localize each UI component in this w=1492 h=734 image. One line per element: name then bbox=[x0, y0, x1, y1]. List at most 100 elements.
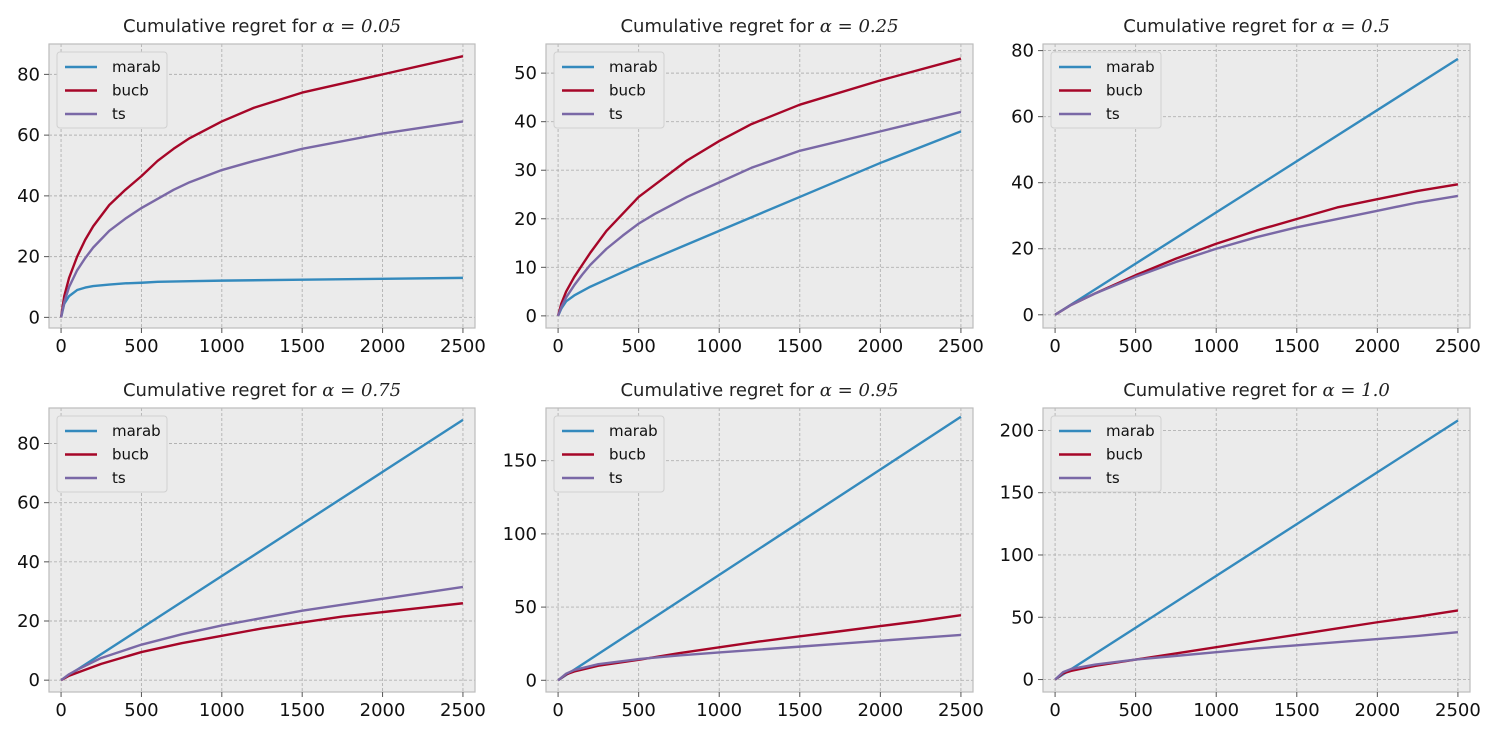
subplot-2: 0 500 1000 1500 2000 2500 0 10 20 30 40 50 Cumulativ… bbox=[514, 16, 984, 357]
x-tick-label: 2500 bbox=[440, 700, 486, 721]
y-tick-label: 60 bbox=[17, 125, 40, 146]
series-line-bucb bbox=[59, 54, 464, 318]
series-line-bucb bbox=[1054, 609, 1459, 681]
legend-box bbox=[553, 51, 665, 129]
x-tick-label: 1500 bbox=[279, 336, 325, 357]
x-tick-label: 1500 bbox=[1274, 700, 1320, 721]
x-tick-label: 2500 bbox=[938, 700, 984, 721]
series-line-ts bbox=[1054, 631, 1459, 681]
x-tick-label: 1500 bbox=[1274, 336, 1320, 357]
y-tick-label: 40 bbox=[17, 186, 40, 207]
legend-box bbox=[1050, 51, 1162, 129]
y-tick-label: 80 bbox=[17, 64, 40, 85]
x-tick-label: 0 bbox=[552, 700, 563, 721]
axes-frame bbox=[1042, 43, 1471, 329]
series-line-marab bbox=[556, 130, 962, 317]
x-tick-label: 1000 bbox=[1193, 336, 1239, 357]
series-line-ts bbox=[556, 110, 962, 317]
x-tick-label: 0 bbox=[1049, 700, 1060, 721]
subplot-title-text: Cumulative regret for bbox=[620, 380, 819, 401]
y-tick-label: 80 bbox=[1011, 41, 1034, 62]
legend: marab bucb ts bbox=[56, 51, 168, 129]
x-tick-label: 0 bbox=[552, 336, 563, 357]
y-tick-label: 40 bbox=[17, 552, 40, 573]
x-tick-label: 500 bbox=[621, 700, 655, 721]
legend-label-bucb: bucb bbox=[609, 446, 646, 464]
series-line-ts bbox=[1054, 194, 1459, 316]
y-tick-label: 0 bbox=[526, 670, 537, 691]
series-line-marab bbox=[1054, 419, 1459, 681]
subplot-1: 0 500 1000 1500 2000 2500 0 20 40 60 80 Cumulative … bbox=[17, 16, 486, 357]
subplot-title: Cumulative regret for α = 0.25 bbox=[620, 16, 898, 37]
axes-frame bbox=[545, 407, 974, 693]
x-tick-label: 1000 bbox=[1193, 700, 1239, 721]
series-line-ts bbox=[557, 633, 962, 682]
y-tick-label: 50 bbox=[1011, 607, 1034, 628]
x-tick-label: 1000 bbox=[696, 700, 742, 721]
series-line-ts bbox=[59, 120, 464, 318]
legend-label-bucb: bucb bbox=[1106, 82, 1143, 100]
y-tick-label: 0 bbox=[526, 306, 537, 327]
x-tick-label: 1000 bbox=[199, 700, 245, 721]
y-tick-label: 10 bbox=[514, 257, 537, 278]
legend-box bbox=[56, 415, 168, 493]
legend-label-marab: marab bbox=[1106, 58, 1155, 76]
x-tick-label: 0 bbox=[55, 336, 66, 357]
subplot-title-math: α = 0.75 bbox=[322, 380, 401, 401]
subplot-title-math: α = 1.0 bbox=[1322, 380, 1389, 401]
legend-label-marab: marab bbox=[609, 422, 658, 440]
subplot-title-text: Cumulative regret for bbox=[620, 16, 819, 37]
y-tick-label: 0 bbox=[29, 670, 40, 691]
x-tick-label: 1000 bbox=[199, 336, 245, 357]
subplot-title: Cumulative regret for α = 1.0 bbox=[1123, 380, 1390, 401]
legend: marab bucb ts bbox=[553, 415, 665, 493]
y-tick-label: 150 bbox=[1000, 483, 1034, 504]
y-tick-label: 20 bbox=[17, 611, 40, 632]
subplot-title: Cumulative regret for α = 0.95 bbox=[620, 380, 898, 401]
x-tick-label: 500 bbox=[1118, 336, 1152, 357]
x-tick-label: 2500 bbox=[1435, 700, 1481, 721]
subplot-title: Cumulative regret for α = 0.5 bbox=[1123, 16, 1390, 37]
y-tick-label: 50 bbox=[514, 63, 537, 84]
x-tick-label: 2000 bbox=[1354, 336, 1400, 357]
legend-box bbox=[553, 415, 665, 493]
legend-label-ts: ts bbox=[609, 469, 623, 487]
y-tick-label: 80 bbox=[17, 434, 40, 455]
subplot-title-math: α = 0.05 bbox=[322, 16, 401, 37]
subplot-title-math: α = 0.5 bbox=[1322, 16, 1389, 37]
y-tick-label: 200 bbox=[1000, 420, 1034, 441]
series-line-bucb bbox=[556, 57, 962, 317]
subplot-title-text: Cumulative regret for bbox=[123, 380, 322, 401]
x-tick-label: 2000 bbox=[1354, 700, 1400, 721]
x-tick-label: 2500 bbox=[938, 336, 984, 357]
legend-label-ts: ts bbox=[112, 469, 126, 487]
subplot-title-text: Cumulative regret for bbox=[1123, 16, 1322, 37]
x-tick-label: 500 bbox=[621, 336, 655, 357]
x-tick-label: 500 bbox=[124, 700, 158, 721]
x-tick-label: 0 bbox=[1049, 336, 1060, 357]
legend: marab bucb ts bbox=[56, 415, 168, 493]
series-line-bucb bbox=[60, 602, 464, 682]
x-tick-label: 2500 bbox=[1435, 336, 1481, 357]
axes-frame bbox=[48, 407, 476, 693]
subplot-5: 0 500 1000 1500 2000 2500 0 50 100 150 Cumulative … bbox=[503, 380, 984, 721]
x-tick-label: 2000 bbox=[857, 700, 903, 721]
axes-frame bbox=[1042, 407, 1471, 693]
y-tick-label: 40 bbox=[514, 112, 537, 133]
y-tick-label: 100 bbox=[1000, 545, 1034, 566]
x-tick-label: 0 bbox=[55, 700, 66, 721]
x-tick-label: 500 bbox=[124, 336, 158, 357]
legend-label-ts: ts bbox=[1106, 469, 1120, 487]
legend: marab bucb ts bbox=[553, 51, 665, 129]
subplot-3: 0 500 1000 1500 2000 2500 0 20 40 60 80 Cumulative … bbox=[1011, 16, 1481, 357]
x-tick-label: 2000 bbox=[360, 700, 406, 721]
y-tick-label: 50 bbox=[514, 597, 537, 618]
subplot-6: 0 500 1000 1500 2000 2500 0 50 100 150 200 Cumulati… bbox=[1000, 380, 1481, 721]
series-line-marab bbox=[60, 418, 464, 682]
series-line-bucb bbox=[557, 613, 962, 682]
y-tick-label: 20 bbox=[17, 247, 40, 268]
subplot-title: Cumulative regret for α = 0.05 bbox=[123, 16, 401, 37]
subplot-title-math: α = 0.95 bbox=[820, 380, 899, 401]
legend-label-bucb: bucb bbox=[112, 82, 149, 100]
